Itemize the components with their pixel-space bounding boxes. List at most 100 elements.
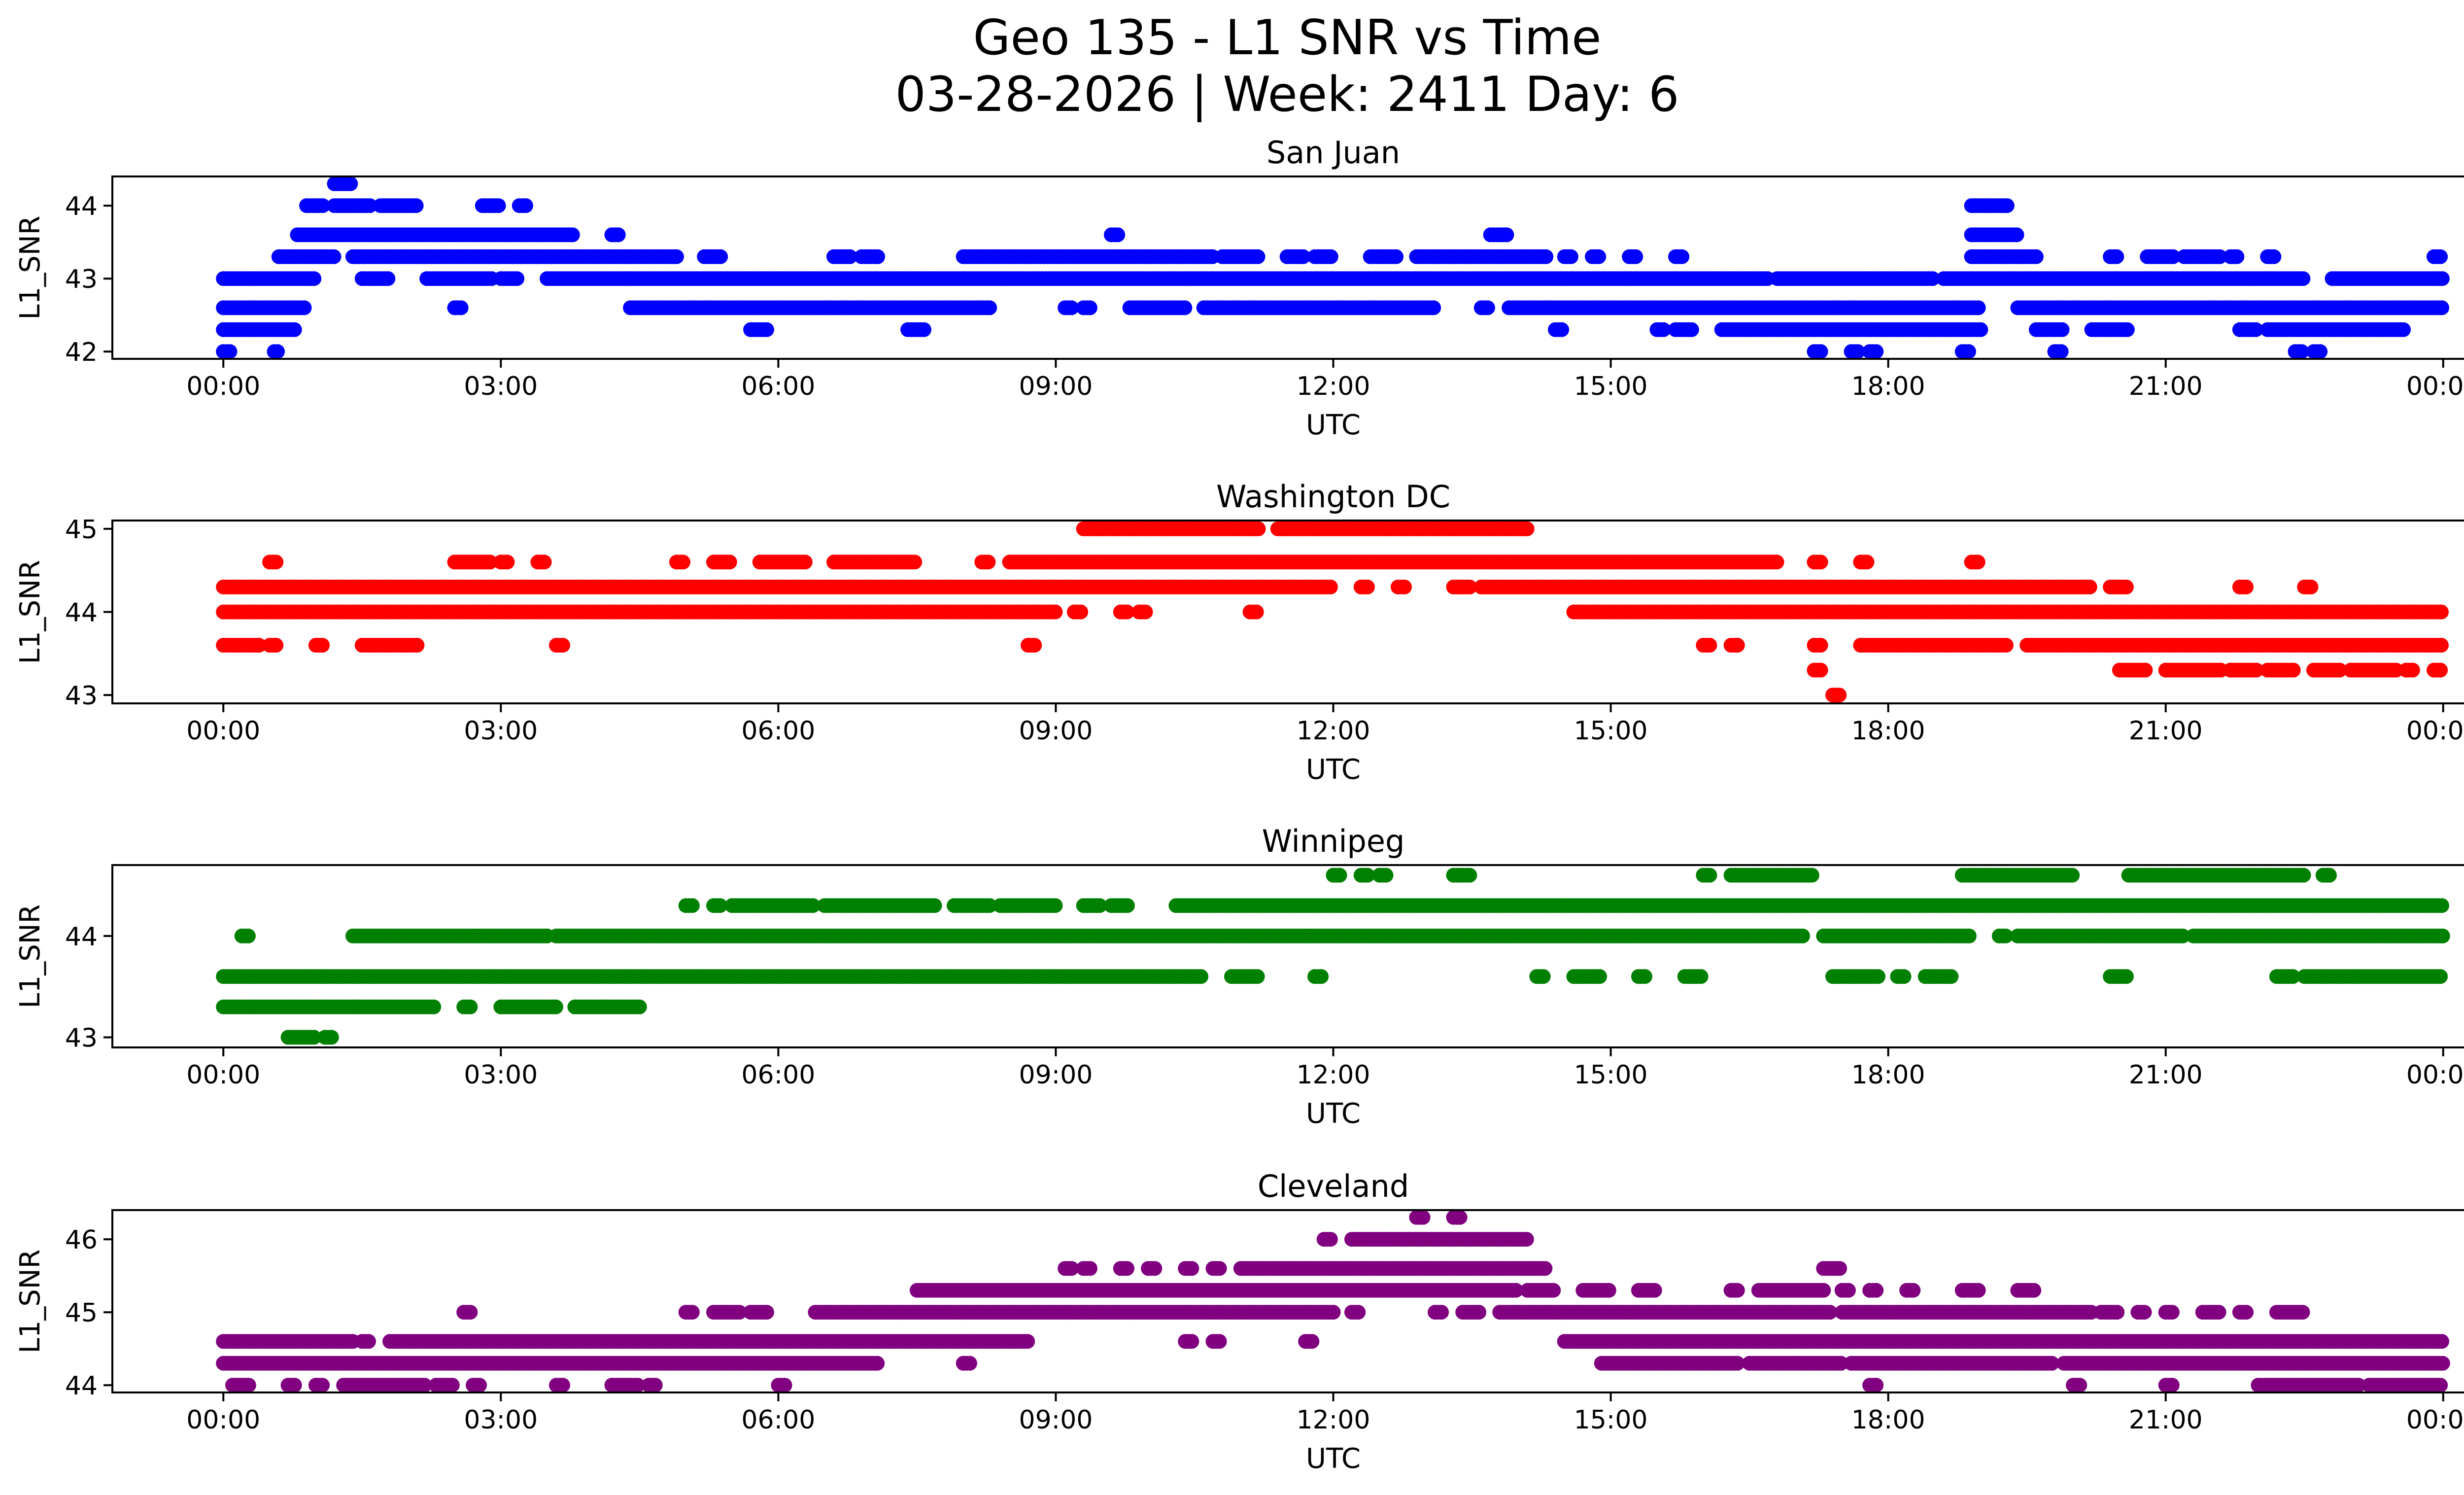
data-point — [1795, 928, 1810, 943]
data-point — [270, 344, 285, 359]
data-point — [1251, 521, 1266, 536]
subplot-panels: 00:00 03:00 06:00 09:00 12:00 15:00 18:00 21:00… — [14, 135, 2464, 1475]
data-point — [2433, 969, 2448, 984]
scatter-points — [216, 176, 2450, 359]
data-point — [981, 555, 996, 570]
subplot-0: 00:00 03:00 06:00 09:00 12:00 15:00 18:00 21:00… — [14, 135, 2464, 441]
data-point — [722, 555, 737, 570]
data-point — [2434, 638, 2449, 653]
data-point — [842, 249, 857, 264]
data-point — [380, 271, 396, 286]
data-point — [2054, 322, 2070, 337]
data-point — [1177, 300, 1193, 315]
data-point — [713, 249, 728, 264]
x-tick-label: 00:00 — [2406, 716, 2464, 746]
scatter-points — [216, 868, 2450, 1045]
data-point — [1250, 969, 1265, 984]
data-point — [1693, 969, 1709, 984]
data-point — [324, 1030, 339, 1045]
data-point — [2165, 249, 2181, 264]
x-tick-label: 15:00 — [1574, 372, 1648, 401]
data-point — [1536, 969, 1551, 984]
data-point — [2303, 579, 2319, 594]
data-point — [1702, 638, 1717, 653]
x-tick-label: 00:00 — [2406, 372, 2464, 401]
data-point — [500, 555, 515, 570]
data-point — [1850, 344, 1865, 359]
data-point — [510, 271, 525, 286]
data-point — [611, 227, 626, 243]
data-point — [2266, 249, 2282, 264]
data-point — [2313, 344, 2328, 359]
data-point — [362, 198, 377, 213]
data-point — [2082, 579, 2097, 594]
data-point — [326, 249, 342, 264]
data-point — [2433, 249, 2448, 264]
data-point — [409, 198, 424, 213]
x-tick-label: 12:00 — [1297, 372, 1370, 401]
data-point — [1480, 300, 1495, 315]
data-point — [1896, 969, 1912, 984]
data-point — [1925, 271, 1940, 286]
x-axis-label: UTC — [1306, 754, 1361, 786]
data-point — [297, 300, 312, 315]
data-point — [1389, 249, 1404, 264]
data-point — [2435, 928, 2450, 943]
subplot-1: 00:00 03:00 06:00 09:00 12:00 15:00 18:00 21:00… — [14, 479, 2464, 786]
data-point — [240, 928, 256, 943]
data-point — [463, 999, 478, 1014]
data-point — [1073, 604, 1089, 620]
data-point — [1973, 322, 1988, 337]
x-tick-label: 15:00 — [1574, 716, 1648, 746]
data-point — [2249, 662, 2264, 678]
data-point — [1323, 249, 1338, 264]
y-tick-label: 43 — [65, 265, 98, 294]
data-point — [1871, 969, 1885, 984]
y-tick-label: 43 — [65, 681, 98, 711]
data-point — [2294, 344, 2309, 359]
data-point — [684, 898, 700, 913]
data-point — [1592, 969, 1607, 984]
panel-title: San Juan — [1266, 135, 1400, 171]
x-tick-label: 18:00 — [1851, 716, 1925, 746]
data-point — [1675, 249, 1690, 264]
data-point — [1944, 969, 1959, 984]
data-point — [2138, 662, 2153, 678]
data-point — [2229, 249, 2245, 264]
y-tick-label: 42 — [65, 338, 98, 367]
data-point — [1539, 249, 1554, 264]
data-point — [917, 322, 931, 337]
figure-title: Geo 135 - L1 SNR vs Time — [973, 10, 1602, 66]
data-point — [2405, 662, 2420, 678]
data-point — [2295, 271, 2311, 286]
data-point — [870, 249, 886, 264]
x-tick-label: 06:00 — [741, 372, 815, 401]
data-point — [2248, 322, 2263, 337]
data-point — [2109, 249, 2124, 264]
data-point — [1426, 300, 1441, 315]
data-point — [1082, 300, 1097, 315]
data-point — [1554, 322, 1570, 337]
data-point — [1832, 688, 1847, 703]
data-point — [2239, 579, 2254, 594]
data-point — [1961, 344, 1976, 359]
data-point — [669, 249, 684, 264]
data-point — [1769, 555, 1784, 570]
data-point — [1027, 638, 1042, 653]
data-point — [307, 271, 322, 286]
x-tick-label: 00:00 — [186, 716, 260, 746]
data-point — [1961, 928, 1977, 943]
x-tick-label: 00:00 — [186, 372, 260, 401]
data-point — [2434, 300, 2449, 315]
data-point — [2433, 662, 2448, 678]
data-point — [410, 638, 425, 653]
data-point — [222, 344, 238, 359]
data-point — [1859, 555, 1875, 570]
y-tick-label: 44 — [65, 598, 98, 628]
y-axis-label: L1_SNR — [14, 560, 46, 664]
data-point — [518, 198, 533, 213]
y-axis-label: L1_SNR — [14, 215, 46, 319]
x-tick-label: 21:00 — [2129, 716, 2203, 746]
data-point — [1048, 604, 1063, 620]
data-point — [2119, 969, 2134, 984]
